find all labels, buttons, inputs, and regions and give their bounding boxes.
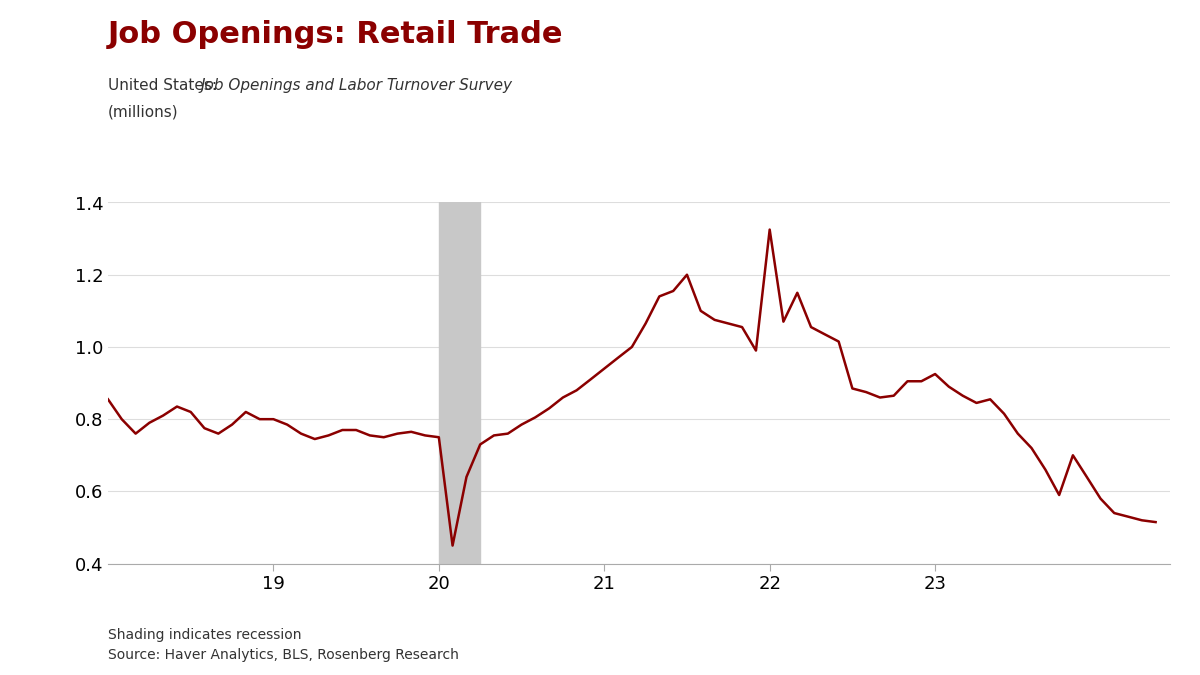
Text: Shading indicates recession
Source: Haver Analytics, BLS, Rosenberg Research: Shading indicates recession Source: Have… [108, 628, 458, 662]
Text: Job Openings and Labor Turnover Survey: Job Openings and Labor Turnover Survey [200, 78, 512, 92]
Text: (millions): (millions) [108, 105, 179, 119]
Text: United States:: United States: [108, 78, 222, 92]
Bar [439, 202, 480, 564]
Text: Job Openings: Retail Trade: Job Openings: Retail Trade [108, 20, 564, 49]
